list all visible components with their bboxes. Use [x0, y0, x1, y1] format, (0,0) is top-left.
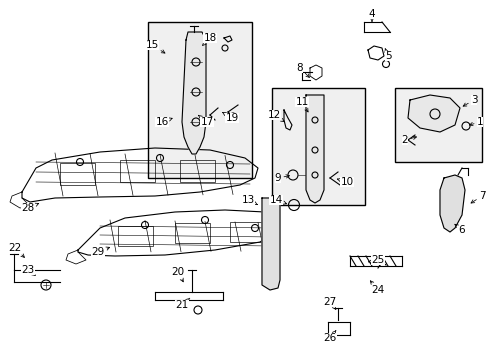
Text: 7: 7 [470, 191, 484, 203]
Text: 27: 27 [323, 297, 336, 309]
Text: 2: 2 [401, 135, 416, 145]
Text: 24: 24 [369, 281, 384, 295]
Bar [118, 226, 153, 246]
Text: 20: 20 [171, 267, 184, 282]
Text: 25: 25 [368, 255, 384, 265]
Text: 9: 9 [274, 173, 289, 183]
Text: 19: 19 [222, 112, 238, 123]
Polygon shape [262, 198, 280, 290]
Bar [271, 88, 364, 205]
Text: 28: 28 [21, 203, 39, 213]
Polygon shape [439, 175, 464, 232]
Text: 13: 13 [241, 195, 257, 205]
Text: 1: 1 [468, 117, 482, 127]
Text: 18: 18 [202, 33, 216, 45]
Text: 11: 11 [295, 97, 308, 112]
Text: 16: 16 [155, 117, 172, 127]
Bar [60, 163, 95, 185]
Text: 29: 29 [91, 247, 109, 257]
Text: 3: 3 [462, 95, 476, 106]
Text: 22: 22 [8, 243, 24, 257]
Bar [120, 160, 155, 182]
Text: 12: 12 [267, 110, 284, 122]
Text: 17: 17 [198, 115, 213, 127]
Text: 4: 4 [368, 9, 375, 22]
Text: 15: 15 [145, 40, 164, 53]
Polygon shape [407, 95, 459, 132]
Bar [229, 222, 264, 242]
Bar [148, 22, 251, 178]
Bar [180, 160, 215, 182]
Text: 8: 8 [296, 63, 309, 77]
Text: 21: 21 [175, 298, 189, 310]
Text: 14: 14 [269, 195, 286, 205]
Polygon shape [305, 95, 324, 203]
Bar [394, 88, 481, 162]
Text: 6: 6 [454, 224, 465, 235]
Bar [175, 223, 209, 243]
Text: 5: 5 [384, 48, 390, 61]
Text: 26: 26 [323, 331, 336, 343]
Text: 10: 10 [337, 177, 353, 187]
Text: 23: 23 [21, 265, 35, 275]
Polygon shape [182, 32, 205, 154]
